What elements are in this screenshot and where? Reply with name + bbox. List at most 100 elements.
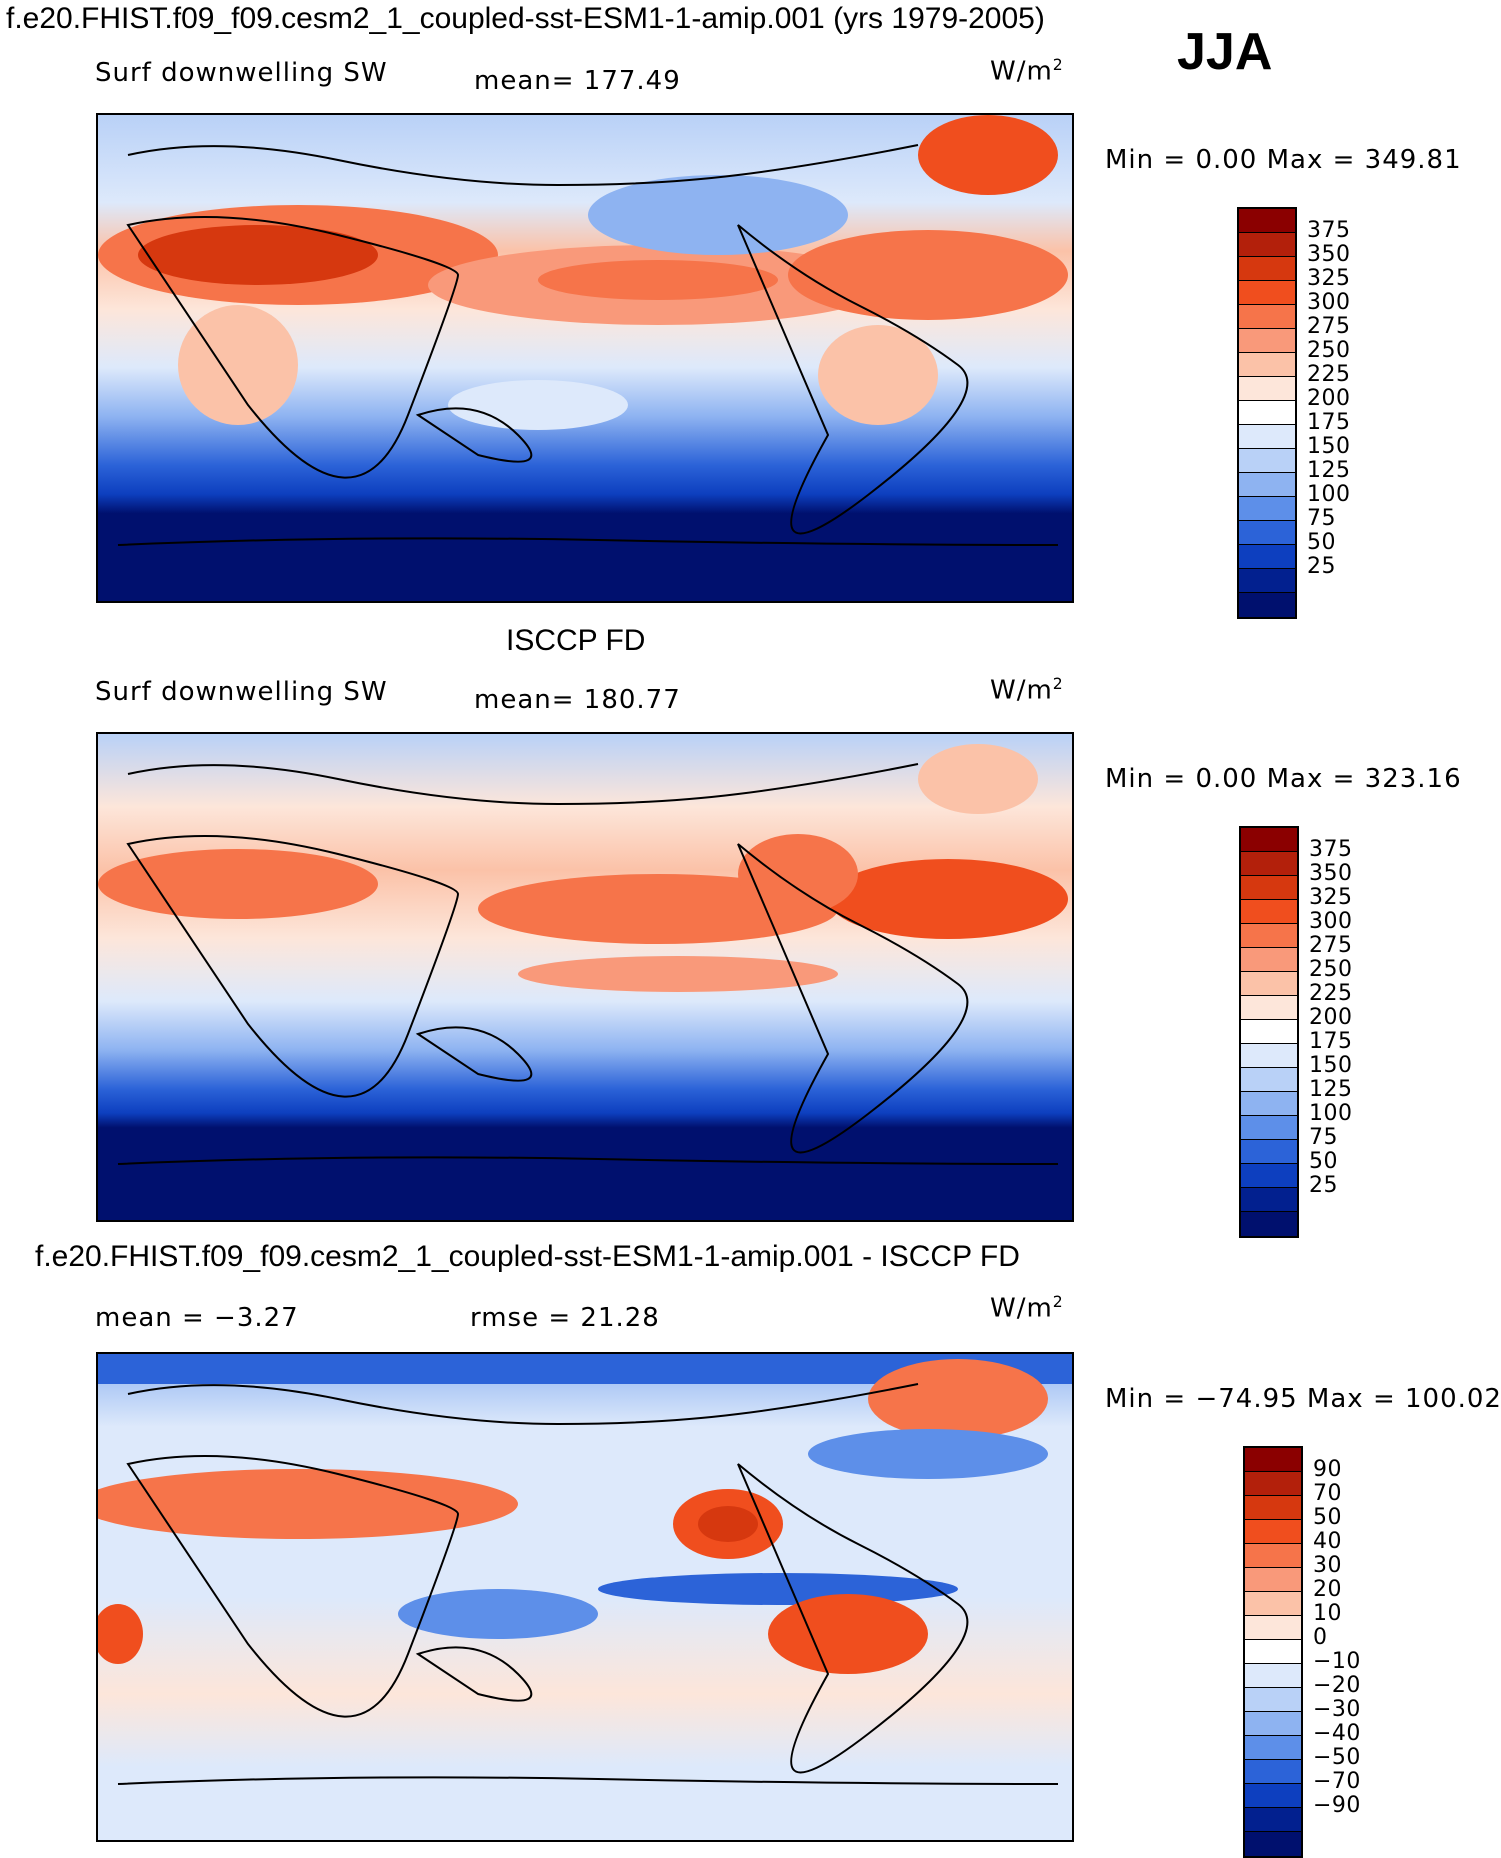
- colorbar-tick-label: −90: [1313, 1793, 1361, 1818]
- colorbar-tick-label: 30: [1313, 1553, 1342, 1578]
- colorbar-tick-label: 325: [1309, 885, 1353, 910]
- colorbar-swatch: [1239, 305, 1295, 329]
- colorbar-tick-label: 375: [1307, 218, 1351, 243]
- colorbar-swatch: [1239, 473, 1295, 497]
- colorbar-tick-label: 40: [1313, 1529, 1342, 1554]
- colorbar-swatch: [1239, 329, 1295, 353]
- colorbar-tick-label: 225: [1309, 981, 1353, 1006]
- colorbar-swatch: [1241, 1020, 1297, 1044]
- colorbar-swatch: [1241, 948, 1297, 972]
- colorbar-swatch: [1239, 593, 1295, 617]
- colorbar-swatch: [1241, 900, 1297, 924]
- colorbar-swatch: [1239, 569, 1295, 593]
- panel2-mean: mean= 180.77: [474, 685, 681, 715]
- colorbar-tick-label: 275: [1309, 933, 1353, 958]
- colorbar-tick-label: −20: [1313, 1673, 1361, 1698]
- colorbar-swatch: [1239, 233, 1295, 257]
- colorbar-tick-label: 250: [1307, 338, 1351, 363]
- panel1-colorbar: [1237, 207, 1297, 619]
- colorbar-swatch: [1245, 1616, 1301, 1640]
- colorbar-tick-label: 90: [1313, 1457, 1342, 1482]
- colorbar-swatch: [1245, 1688, 1301, 1712]
- panel3-mean: mean = −3.27: [95, 1303, 299, 1333]
- colorbar-tick-label: 100: [1309, 1101, 1353, 1126]
- panel3-units: W/m2: [990, 1293, 1064, 1324]
- colorbar-swatch: [1239, 353, 1295, 377]
- figure-title: f.e20.FHIST.f09_f09.cesm2_1_coupled-sst-…: [6, 2, 1045, 35]
- colorbar-tick-label: 225: [1307, 362, 1351, 387]
- colorbar-swatch: [1239, 209, 1295, 233]
- season-label: JJA: [1177, 23, 1273, 81]
- colorbar-tick-label: 50: [1313, 1505, 1342, 1530]
- colorbar-swatch: [1245, 1496, 1301, 1520]
- colorbar-swatch: [1245, 1472, 1301, 1496]
- colorbar-swatch: [1245, 1808, 1301, 1832]
- colorbar-swatch: [1241, 852, 1297, 876]
- colorbar-swatch: [1245, 1736, 1301, 1760]
- colorbar-swatch: [1245, 1640, 1301, 1664]
- colorbar-swatch: [1239, 281, 1295, 305]
- colorbar-swatch: [1241, 1212, 1297, 1236]
- colorbar-tick-label: 275: [1307, 314, 1351, 339]
- panel1-field: [98, 115, 1072, 601]
- panel2-units: W/m2: [990, 675, 1064, 706]
- panel1-minmax: Min = 0.00 Max = 349.81: [1105, 145, 1462, 175]
- panel1-units: W/m2: [990, 56, 1064, 87]
- panel2-colorbar: [1239, 826, 1299, 1238]
- colorbar-tick-label: 10: [1313, 1601, 1342, 1626]
- colorbar-tick-label: 300: [1307, 290, 1351, 315]
- colorbar-tick-label: 20: [1313, 1577, 1342, 1602]
- panel3-minmax: Min = −74.95 Max = 100.02: [1105, 1384, 1501, 1414]
- colorbar-tick-label: 175: [1307, 410, 1351, 435]
- colorbar-tick-label: 75: [1307, 506, 1336, 531]
- colorbar-swatch: [1245, 1544, 1301, 1568]
- colorbar-swatch: [1245, 1712, 1301, 1736]
- colorbar-tick-label: −70: [1313, 1769, 1361, 1794]
- panel1-mean: mean= 177.49: [474, 66, 681, 96]
- colorbar-swatch: [1239, 377, 1295, 401]
- colorbar-tick-label: 350: [1307, 242, 1351, 267]
- panel3-colorbar: [1243, 1446, 1303, 1858]
- colorbar-tick-label: 125: [1309, 1077, 1353, 1102]
- colorbar-swatch: [1241, 1116, 1297, 1140]
- colorbar-tick-label: 0: [1313, 1625, 1328, 1650]
- colorbar-tick-label: 250: [1309, 957, 1353, 982]
- panel3-field: [98, 1354, 1072, 1840]
- panel2-minmax: Min = 0.00 Max = 323.16: [1105, 764, 1462, 794]
- colorbar-tick-label: 125: [1307, 458, 1351, 483]
- panel2-field: [98, 734, 1072, 1220]
- panel2-heading: ISCCP FD: [506, 624, 646, 657]
- colorbar-swatch: [1239, 425, 1295, 449]
- colorbar-swatch: [1239, 545, 1295, 569]
- colorbar-swatch: [1245, 1760, 1301, 1784]
- panel2-variable: Surf downwelling SW: [95, 677, 388, 707]
- colorbar-swatch: [1239, 521, 1295, 545]
- colorbar-swatch: [1241, 1188, 1297, 1212]
- colorbar-tick-label: 75: [1309, 1125, 1338, 1150]
- colorbar-swatch: [1241, 996, 1297, 1020]
- colorbar-swatch: [1245, 1832, 1301, 1856]
- colorbar-tick-label: 25: [1309, 1173, 1338, 1198]
- panel3-heading: f.e20.FHIST.f09_f09.cesm2_1_coupled-sst-…: [35, 1240, 1020, 1273]
- colorbar-tick-label: 200: [1309, 1005, 1353, 1030]
- colorbar-tick-label: 325: [1307, 266, 1351, 291]
- colorbar-swatch: [1245, 1520, 1301, 1544]
- colorbar-tick-label: −30: [1313, 1697, 1361, 1722]
- colorbar-swatch: [1241, 1044, 1297, 1068]
- colorbar-tick-label: −10: [1313, 1649, 1361, 1674]
- panel1-map: [96, 113, 1074, 603]
- panel3-map: [96, 1352, 1074, 1842]
- colorbar-swatch: [1245, 1448, 1301, 1472]
- colorbar-swatch: [1241, 828, 1297, 852]
- colorbar-tick-label: 100: [1307, 482, 1351, 507]
- colorbar-swatch: [1241, 876, 1297, 900]
- colorbar-swatch: [1245, 1568, 1301, 1592]
- colorbar-swatch: [1245, 1664, 1301, 1688]
- colorbar-swatch: [1241, 1068, 1297, 1092]
- colorbar-tick-label: 50: [1307, 530, 1336, 555]
- panel3-rmse: rmse = 21.28: [470, 1303, 660, 1333]
- colorbar-tick-label: −40: [1313, 1721, 1361, 1746]
- panel2-map: [96, 732, 1074, 1222]
- colorbar-tick-label: 300: [1309, 909, 1353, 934]
- colorbar-swatch: [1239, 401, 1295, 425]
